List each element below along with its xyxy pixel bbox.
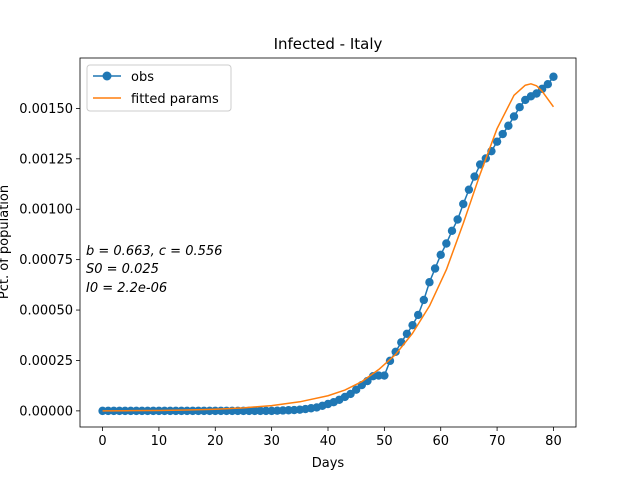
x-tick-label: 80 xyxy=(545,434,562,449)
chart-title: Infected - Italy xyxy=(274,35,383,53)
x-axis-label: Days xyxy=(312,456,345,471)
x-tick-label: 0 xyxy=(98,434,106,449)
series-obs-point xyxy=(459,199,468,209)
series-obs-point xyxy=(509,112,519,121)
y-tick-label: 0.00050 xyxy=(19,304,73,319)
series-obs-point xyxy=(543,80,553,89)
x-tick-label: 40 xyxy=(320,434,337,449)
legend-obs-label: obs xyxy=(131,70,154,85)
legend-box xyxy=(86,64,232,112)
x-tick-label: 30 xyxy=(263,434,280,449)
x-tick-label: 70 xyxy=(489,434,506,449)
series-obs-point xyxy=(453,215,462,224)
x-tick-label: 60 xyxy=(432,434,449,449)
series-obs-point xyxy=(408,320,417,330)
series-obs-point xyxy=(402,329,412,339)
annotation-line-3: I0 = 2.2e-06 xyxy=(86,281,167,296)
series-obs-point xyxy=(464,185,474,194)
legend: obs fitted params xyxy=(86,64,232,112)
series-obs-point xyxy=(385,356,395,366)
legend-obs-marker xyxy=(102,71,112,81)
series-obs-point xyxy=(397,338,406,347)
series-obs-point xyxy=(425,278,434,287)
series-layer xyxy=(98,72,558,416)
y-tick-label: 0.00025 xyxy=(19,354,73,369)
series-obs-point xyxy=(351,385,361,394)
series-obs-point xyxy=(391,347,400,356)
y-axis-label: Pct. of population xyxy=(0,185,12,299)
series-obs-point xyxy=(549,72,558,81)
series-obs-point xyxy=(504,121,513,130)
y-tick-label: 0.00125 xyxy=(19,152,73,167)
series-obs-point xyxy=(413,310,423,320)
x-tick-label: 50 xyxy=(376,434,393,449)
series-obs-point xyxy=(447,226,457,235)
series-obs-point xyxy=(470,172,479,181)
series-obs-point xyxy=(515,103,524,112)
series-obs-point xyxy=(492,137,502,146)
x-tick-label: 20 xyxy=(207,434,224,449)
series-obs-point xyxy=(380,371,389,380)
series-obs-point xyxy=(430,264,440,273)
plot-area xyxy=(80,58,576,427)
series-obs-point xyxy=(419,295,429,305)
x-tick-label: 10 xyxy=(151,434,168,449)
annotation-line-1: b = 0.663, c = 0.556 xyxy=(86,244,222,259)
fit-parameters-annotation: b = 0.663, c = 0.556 S0 = 0.025 I0 = 2.2… xyxy=(86,244,222,296)
x-axis-ticks: 0 10 20 30 40 50 60 70 80 xyxy=(98,427,562,449)
series-obs-point xyxy=(498,129,507,139)
y-tick-label: 0.00150 xyxy=(19,102,73,117)
y-axis-ticks: 0.00000 0.00025 0.00050 0.00075 0.00100 0.001… xyxy=(19,102,80,419)
series-obs-point xyxy=(532,89,541,98)
axes-background xyxy=(80,58,576,427)
series-obs-point xyxy=(537,84,547,94)
annotation-line-2: S0 = 0.025 xyxy=(86,262,159,277)
y-tick-label: 0.00100 xyxy=(19,203,73,218)
series-fitted-params-line xyxy=(102,83,555,412)
legend-fitted-label: fitted params xyxy=(131,92,219,107)
y-tick-label: 0.00000 xyxy=(19,404,73,419)
series-obs-point xyxy=(442,239,451,248)
y-tick-label: 0.00075 xyxy=(19,253,73,268)
series-obs-point xyxy=(436,250,445,259)
